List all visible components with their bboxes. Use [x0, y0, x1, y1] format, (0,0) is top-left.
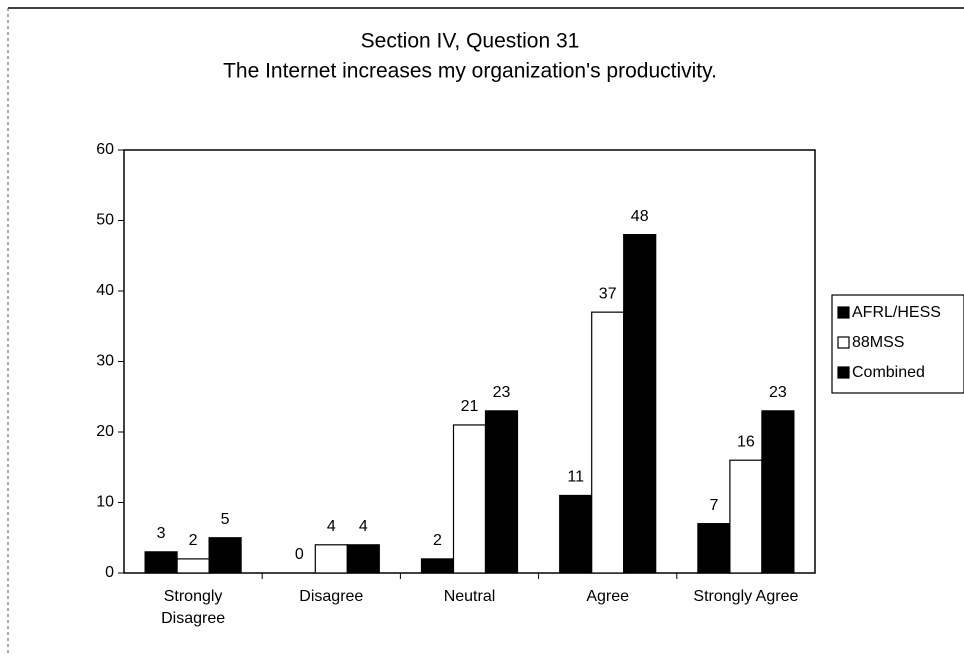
y-tick-label: 20: [96, 423, 114, 440]
legend-label: 88MSS: [852, 334, 904, 351]
bar: [346, 544, 380, 574]
bar: [176, 558, 210, 574]
x-tick-label: Agree: [586, 588, 629, 605]
legend-label: Combined: [852, 364, 925, 381]
data-label: 23: [493, 384, 511, 401]
y-tick-label: 30: [96, 353, 114, 370]
bar: [761, 410, 795, 574]
bar: [452, 424, 487, 574]
bar: [729, 459, 763, 574]
y-tick-label: 10: [96, 494, 114, 511]
bar: [697, 523, 731, 574]
x-tick-label: Neutral: [444, 588, 496, 605]
data-label: 3: [157, 525, 166, 542]
chart-subtitle: The Internet increases my organization's…: [223, 60, 717, 83]
bar: [484, 410, 519, 574]
data-label: 37: [599, 285, 617, 302]
legend-swatch: [837, 306, 850, 319]
data-label: 2: [189, 532, 198, 549]
legend-swatch: [837, 336, 850, 349]
legend-label: AFRL/HESS: [852, 304, 941, 321]
data-label: 4: [359, 518, 368, 535]
bar: [144, 551, 178, 574]
chart-title: Section IV, Question 31: [361, 30, 580, 53]
data-label: 11: [567, 469, 584, 486]
y-tick-label: 0: [105, 564, 114, 581]
bar: [420, 558, 455, 574]
data-label: 0: [295, 546, 304, 563]
bar: [591, 311, 625, 574]
legend-swatch: [837, 366, 850, 379]
data-label: 21: [461, 398, 479, 415]
data-label: 5: [221, 511, 230, 528]
y-tick-label: 40: [96, 282, 114, 299]
bar: [623, 234, 657, 574]
data-label: 7: [709, 497, 718, 514]
data-label: 4: [327, 518, 336, 535]
bar: [314, 544, 348, 574]
data-label: 2: [433, 532, 442, 549]
x-tick-label: Strongly Agree: [693, 588, 798, 605]
y-tick-label: 50: [96, 212, 114, 229]
y-tick-label: 60: [96, 141, 114, 158]
x-tick-label: Strongly Disagree: [161, 588, 225, 627]
legend-box: [831, 294, 964, 394]
bar: [559, 494, 593, 574]
data-label: 23: [769, 384, 787, 401]
data-label: 16: [737, 433, 755, 450]
bar: [208, 537, 242, 574]
data-label: 48: [631, 208, 649, 225]
x-tick-label: Disagree: [299, 588, 363, 605]
